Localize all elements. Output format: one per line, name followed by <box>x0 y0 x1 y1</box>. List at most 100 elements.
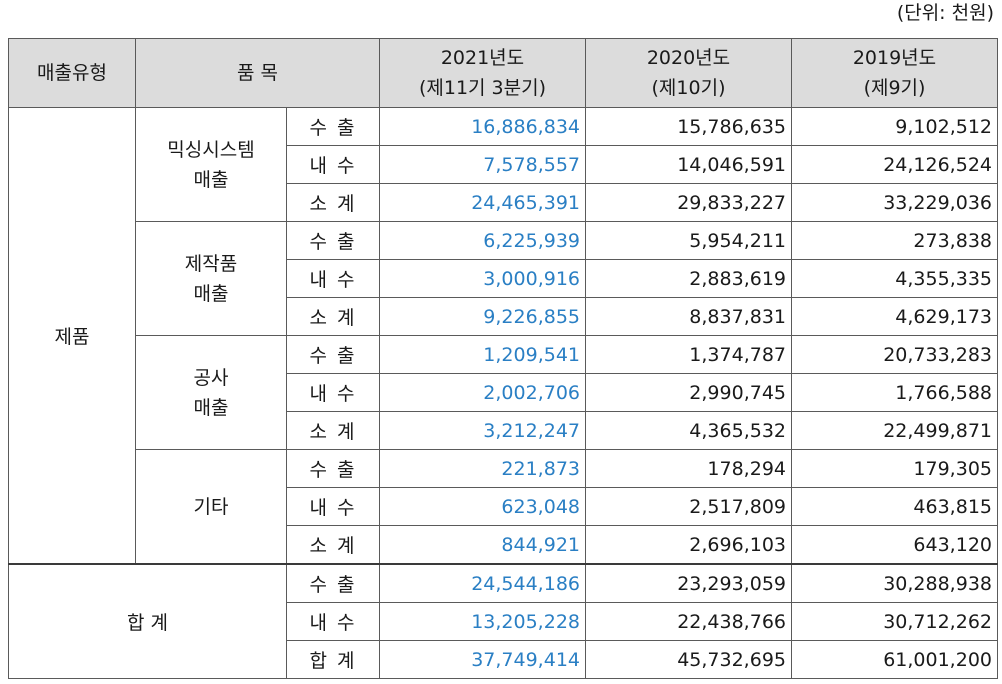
group-label-line2: 매출 <box>193 282 229 305</box>
table-row: 소 계 9,226,855 8,837,831 4,629,173 <box>9 297 998 336</box>
value-2020: 5,954,211 <box>585 221 792 260</box>
total-label: 합 계 <box>8 563 287 679</box>
table-row: 기타 수 출 221,873 178,294 179,305 <box>9 449 998 565</box>
table-row: 공사 매출 수 출 1,209,541 1,374,787 20,733,283 <box>9 335 998 450</box>
header-2019: 2019년도 (제9기) <box>791 38 998 108</box>
value-2021: 2,002,706 <box>379 373 586 412</box>
header-2021: 2021년도 (제11기 3분기) <box>379 38 586 108</box>
sub-label: 수 출 <box>286 107 380 146</box>
sub-label: 내 수 <box>286 373 380 412</box>
value-2019: 9,102,512 <box>791 107 998 146</box>
value-2019: 463,815 <box>791 487 998 526</box>
value-2020: 15,786,635 <box>585 107 792 146</box>
value-2019: 4,355,335 <box>791 259 998 298</box>
value-2019: 179,305 <box>791 449 998 488</box>
sub-label: 소 계 <box>286 525 380 565</box>
value-2020: 23,293,059 <box>585 563 792 603</box>
value-2021: 3,212,247 <box>379 411 586 450</box>
sub-label: 내 수 <box>286 487 380 526</box>
value-2019: 30,712,262 <box>791 602 998 641</box>
group-label-line1: 공사 <box>193 366 229 389</box>
value-2021: 623,048 <box>379 487 586 526</box>
header-row: 매출유형 품 목 2021년도 (제11기 3분기) 2020년도 (제10기)… <box>8 38 998 108</box>
value-2021: 16,886,834 <box>379 107 586 146</box>
value-2019: 61,001,200 <box>791 640 998 679</box>
value-2021: 37,749,414 <box>379 640 586 679</box>
value-2019: 273,838 <box>791 221 998 260</box>
header-2021-year: 2021년도 <box>440 47 525 69</box>
table-row: 내 수 623,048 2,517,809 463,815 <box>9 487 998 526</box>
table-row: 내 수 2,002,706 2,990,745 1,766,588 <box>9 373 998 412</box>
value-2021: 221,873 <box>379 449 586 488</box>
value-2021: 1,209,541 <box>379 335 586 374</box>
sales-table: 매출유형 품 목 2021년도 (제11기 3분기) 2020년도 (제10기)… <box>8 38 998 679</box>
value-2020: 2,883,619 <box>585 259 792 298</box>
table-row: 내 수 7,578,557 14,046,591 24,126,524 <box>9 145 998 184</box>
value-2020: 1,374,787 <box>585 335 792 374</box>
sub-label: 내 수 <box>286 259 380 298</box>
group-label-line2: 매출 <box>193 168 229 191</box>
group-label-line1: 기타 <box>193 495 229 518</box>
table-row: 제작품 매출 수 출 6,225,939 5,954,211 273,838 <box>9 221 998 336</box>
value-2020: 22,438,766 <box>585 602 792 641</box>
unit-note: (단위: 천원) <box>896 2 994 24</box>
sub-label: 수 출 <box>286 563 380 603</box>
table-row: 소 계 3,212,247 4,365,532 22,499,871 <box>9 411 998 450</box>
value-2020: 29,833,227 <box>585 183 792 222</box>
table-row: 소 계 24,465,391 29,833,227 33,229,036 <box>9 183 998 222</box>
group-label-line1: 제작품 <box>184 252 238 275</box>
value-2020: 4,365,532 <box>585 411 792 450</box>
value-2019: 643,120 <box>791 525 998 565</box>
value-2019: 30,288,938 <box>791 563 998 603</box>
value-2021: 6,225,939 <box>379 221 586 260</box>
header-2019-period: (제9기) <box>863 77 926 99</box>
value-2020: 2,696,103 <box>585 525 792 565</box>
value-2021: 7,578,557 <box>379 145 586 184</box>
header-2019-year: 2019년도 <box>852 47 937 69</box>
value-2021: 24,544,186 <box>379 563 586 603</box>
total-row: 합 계 37,749,414 45,732,695 61,001,200 <box>9 640 998 679</box>
header-2021-period: (제11기 3분기) <box>418 77 547 99</box>
table-row: 내 수 3,000,916 2,883,619 4,355,335 <box>9 259 998 298</box>
sub-label: 합 계 <box>286 640 380 679</box>
header-type: 매출유형 <box>8 38 136 108</box>
sub-label: 내 수 <box>286 145 380 184</box>
sub-label: 수 출 <box>286 335 380 374</box>
value-2021: 13,205,228 <box>379 602 586 641</box>
header-2020: 2020년도 (제10기) <box>585 38 792 108</box>
value-2021: 844,921 <box>379 525 586 565</box>
sub-label: 내 수 <box>286 602 380 641</box>
value-2020: 178,294 <box>585 449 792 488</box>
table-row: 소 계 844,921 2,696,103 643,120 <box>9 525 998 565</box>
group-label-line1: 믹싱시스템 <box>167 138 255 161</box>
sub-label: 소 계 <box>286 183 380 222</box>
sub-label: 소 계 <box>286 411 380 450</box>
header-2020-period: (제10기) <box>651 77 726 99</box>
value-2019: 1,766,588 <box>791 373 998 412</box>
sub-label: 수 출 <box>286 221 380 260</box>
group-label-line2: 매출 <box>193 396 229 419</box>
header-2020-year: 2020년도 <box>646 47 731 69</box>
value-2019: 4,629,173 <box>791 297 998 336</box>
value-2020: 14,046,591 <box>585 145 792 184</box>
sub-label: 소 계 <box>286 297 380 336</box>
value-2021: 9,226,855 <box>379 297 586 336</box>
value-2019: 22,499,871 <box>791 411 998 450</box>
product-label: 제품 <box>8 107 136 565</box>
value-2019: 33,229,036 <box>791 183 998 222</box>
value-2020: 8,837,831 <box>585 297 792 336</box>
value-2020: 2,517,809 <box>585 487 792 526</box>
value-2019: 20,733,283 <box>791 335 998 374</box>
value-2019: 24,126,524 <box>791 145 998 184</box>
table-row: 제품 믹싱시스템 매출 수 출 16,886,834 15,786,635 9,102,51… <box>8 107 998 565</box>
group-label: 기타 <box>135 449 287 565</box>
sub-label: 수 출 <box>286 449 380 488</box>
value-2020: 2,990,745 <box>585 373 792 412</box>
value-2021: 3,000,916 <box>379 259 586 298</box>
value-2020: 45,732,695 <box>585 640 792 679</box>
header-item: 품 목 <box>135 38 380 108</box>
